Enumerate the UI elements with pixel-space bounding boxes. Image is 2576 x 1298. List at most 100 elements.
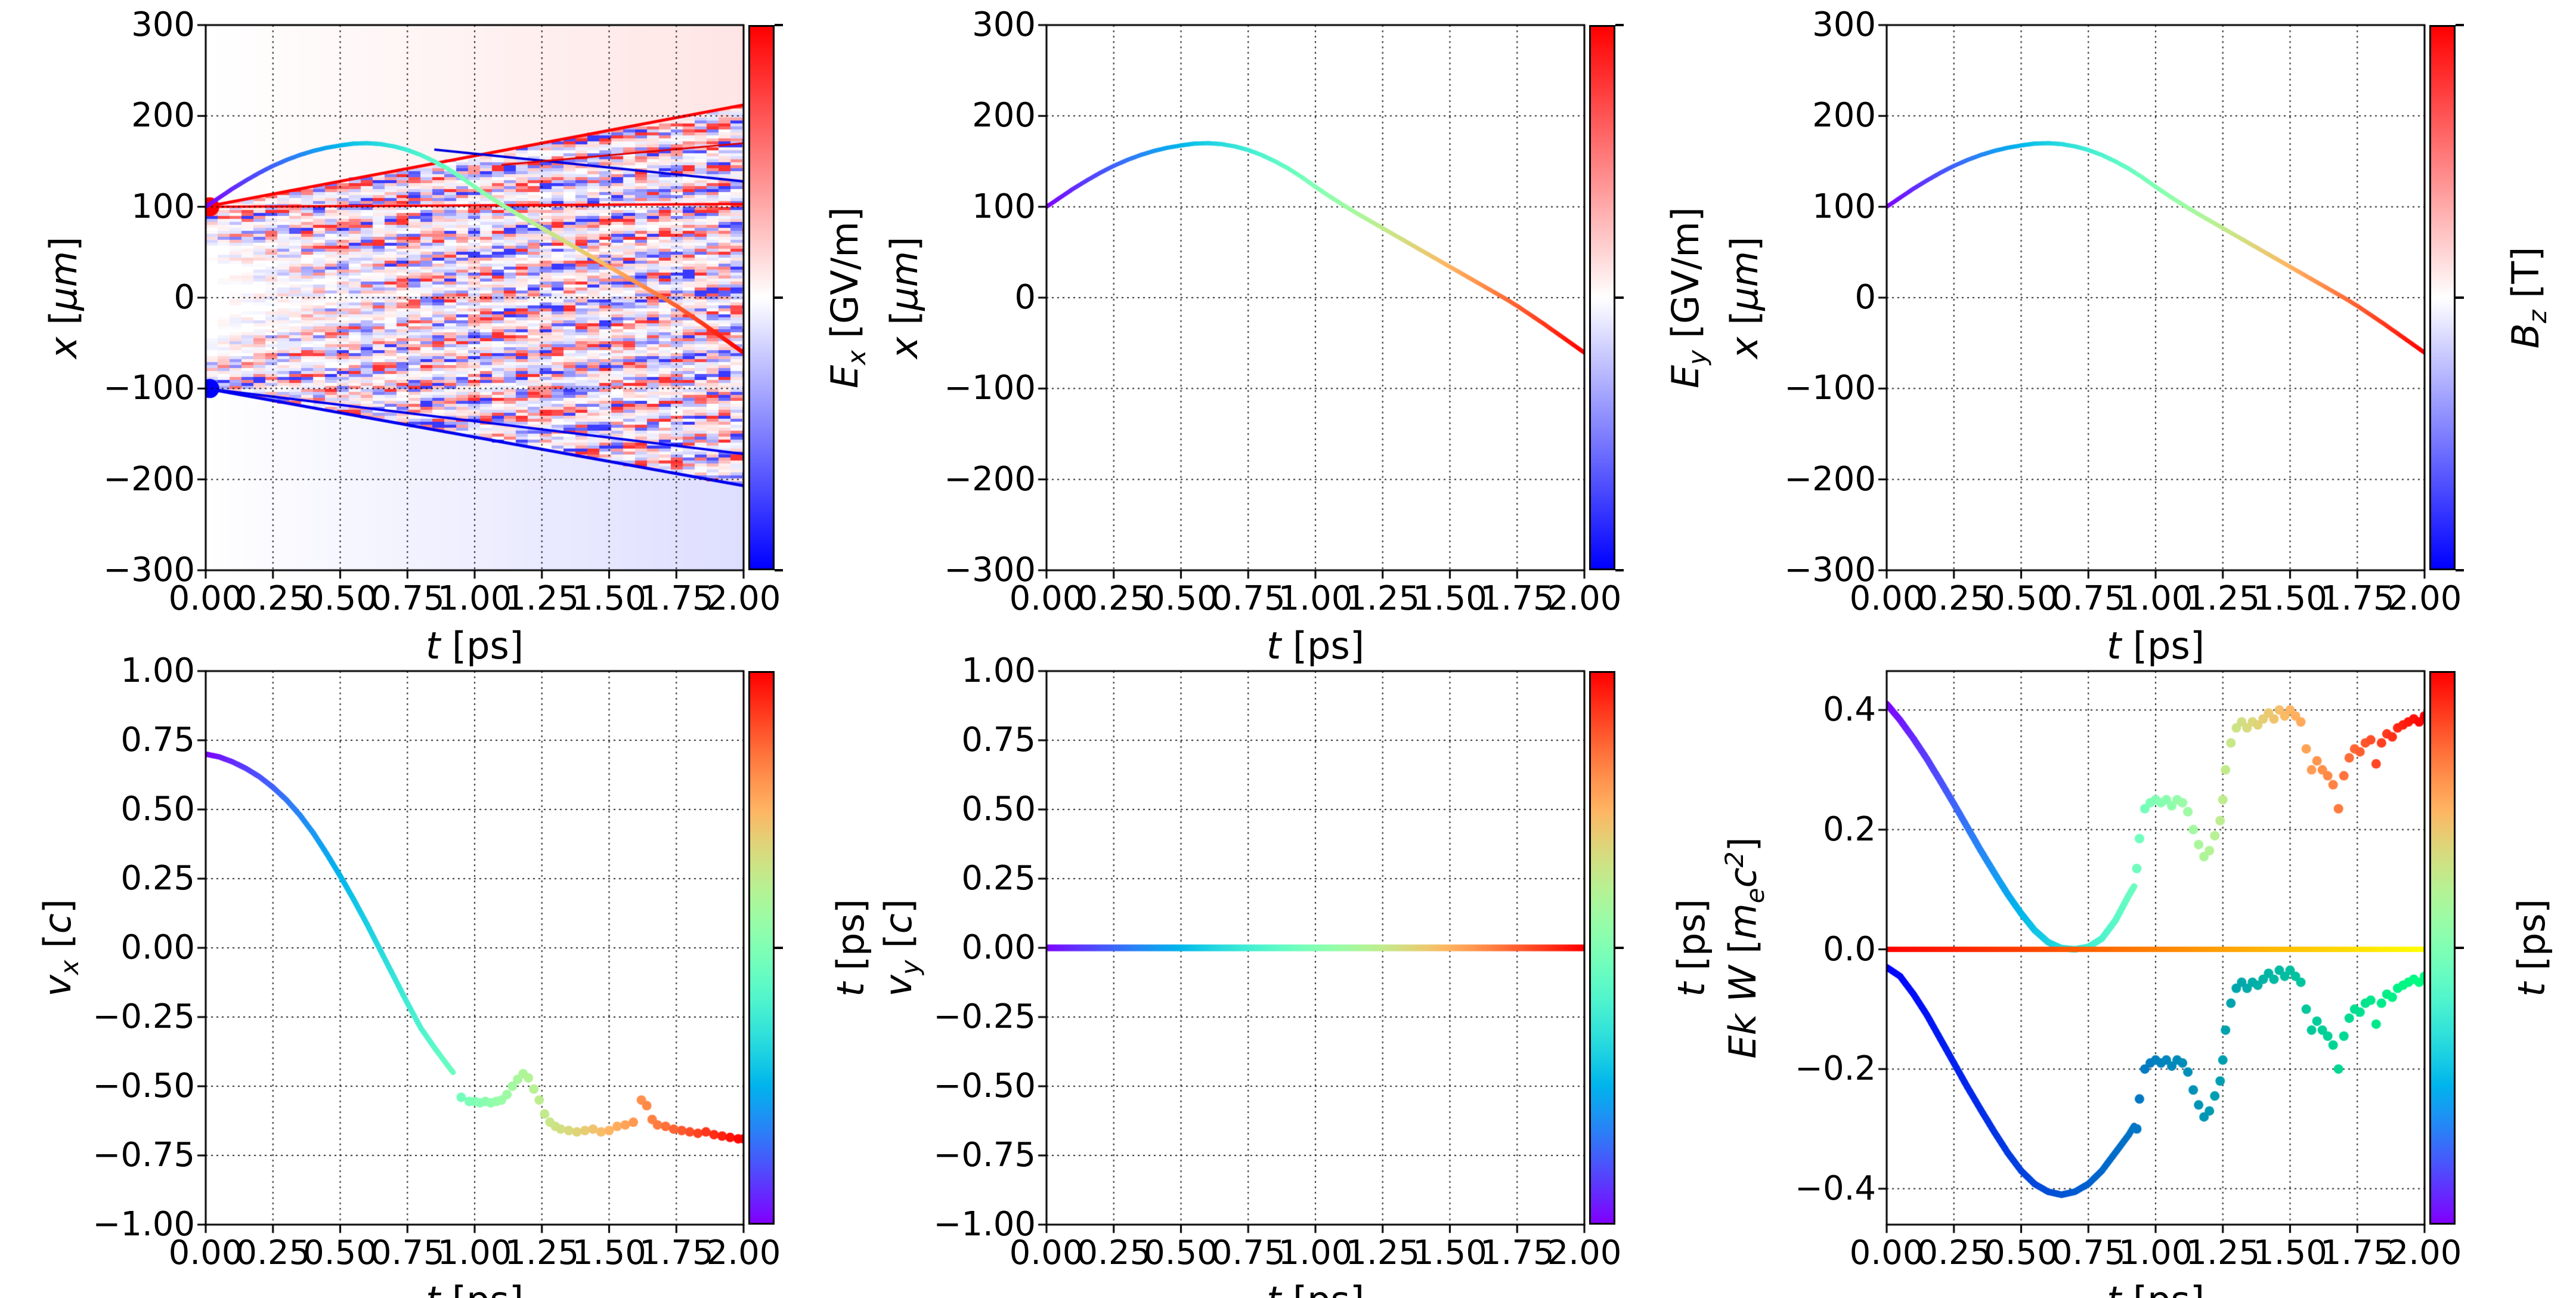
colorbar-tick	[775, 296, 783, 299]
y-tick-label: 200	[131, 96, 195, 135]
y-tick-label: 0.4	[1822, 690, 1876, 730]
x-tick-label: 0.75	[1210, 579, 1286, 618]
x-tick-label: 1.50	[1413, 579, 1487, 618]
y-tick-label: −300	[944, 551, 1036, 589]
y-tick-label: −200	[103, 459, 195, 499]
x-tick-label: 2.00	[2387, 1234, 2462, 1272]
colorbar-tick	[2456, 24, 2464, 26]
x-tick-label: 0.50	[1984, 579, 2058, 618]
x-tick-label: 0.25	[1916, 1234, 1992, 1272]
colorbar-x_t_Ey	[1589, 25, 1615, 570]
y-tick-label: −0.75	[92, 1136, 195, 1175]
x-tick-label: 0.25	[1916, 579, 1992, 618]
x-tick-label: 1.00	[1278, 579, 1353, 618]
plot-canvas-ek_w_t	[1870, 654, 2441, 1241]
y-axis-label: Ek W [mec2]	[1719, 837, 1770, 1059]
x-tick-label: 0.50	[303, 1234, 377, 1272]
y-tick-label: 0	[1014, 278, 1036, 317]
x-tick-label: 1.25	[2185, 1234, 2261, 1272]
y-tick-label: −0.25	[933, 997, 1036, 1036]
colorbar-vy_t	[1589, 671, 1615, 1225]
colorbar-label: Ey [GV/m]	[1663, 207, 1713, 388]
x-tick-label: 1.25	[504, 579, 580, 618]
x-axis-label: t [ps]	[426, 1280, 524, 1298]
y-tick-label: −200	[1784, 459, 1876, 499]
colorbar-ek_w_t	[2429, 671, 2456, 1225]
colorbar-tick	[775, 947, 783, 949]
x-tick-label: 1.50	[2253, 579, 2327, 618]
colorbar-tick	[1615, 569, 1624, 571]
y-tick-label: 0.75	[120, 721, 195, 759]
y-tick-label: 100	[1812, 187, 1876, 226]
x-tick-label: 1.00	[437, 1234, 512, 1272]
colorbar-x_t_Ex	[748, 25, 775, 570]
x-tick-label: 0.00	[168, 1234, 243, 1272]
y-tick-label: 0.25	[120, 859, 195, 898]
y-tick-label: 1.00	[120, 651, 195, 690]
y-tick-label: 0.50	[120, 790, 195, 829]
y-tick-label: 1.00	[961, 651, 1036, 690]
y-axis-label: x [μm]	[1723, 236, 1766, 359]
y-tick-label: −0.25	[92, 997, 195, 1036]
colorbar-tick	[775, 24, 783, 26]
x-tick-label: 1.00	[2118, 1234, 2193, 1272]
colorbar-label: t [ps]	[2510, 898, 2553, 997]
colorbar-label: Ex [GV/m]	[822, 207, 872, 388]
colorbar-vx_t	[748, 671, 775, 1225]
colorbar-tick	[2456, 947, 2464, 949]
x-tick-label: 1.50	[572, 579, 646, 618]
x-tick-label: 0.25	[236, 579, 311, 618]
x-tick-label: 0.75	[1210, 1234, 1286, 1272]
x-tick-label: 0.25	[1076, 579, 1151, 618]
x-tick-label: 0.00	[1849, 579, 1924, 618]
y-tick-label: −300	[1784, 551, 1876, 589]
x-tick-label: 0.00	[168, 579, 243, 618]
x-tick-label: 2.00	[1547, 1234, 1622, 1272]
x-tick-label: 2.00	[706, 1234, 781, 1272]
y-tick-label: 300	[131, 5, 195, 44]
x-tick-label: 0.50	[1984, 1234, 2058, 1272]
x-axis-label: t [ps]	[2107, 1280, 2205, 1298]
colorbar-tick	[775, 569, 783, 571]
colorbar-tick	[1615, 296, 1624, 299]
x-tick-label: 0.00	[1849, 1234, 1924, 1272]
y-axis-label: x [μm]	[883, 236, 926, 359]
colorbar-label: t [ps]	[829, 898, 872, 997]
x-tick-label: 0.25	[236, 1234, 311, 1272]
y-tick-label: 0.00	[961, 928, 1036, 967]
y-tick-label: −0.50	[933, 1067, 1036, 1105]
x-tick-label: 0.75	[2051, 579, 2126, 618]
y-tick-label: −1.00	[933, 1205, 1036, 1244]
colorbar-label: Bz [T]	[2503, 246, 2553, 349]
y-tick-label: −200	[944, 459, 1036, 499]
colorbar-label: t [ps]	[1670, 898, 1713, 997]
y-tick-label: 0	[174, 278, 195, 317]
y-tick-label: −0.50	[92, 1067, 195, 1105]
plot-canvas-x_t_Ey	[1030, 8, 1601, 587]
y-tick-label: 100	[972, 187, 1036, 226]
x-tick-label: 0.75	[370, 579, 445, 618]
y-tick-label: 300	[972, 5, 1036, 44]
x-tick-label: 1.00	[1278, 1234, 1353, 1272]
x-tick-label: 2.00	[2387, 579, 2462, 618]
x-tick-label: 0.00	[1009, 579, 1084, 618]
x-tick-label: 1.75	[1479, 579, 1555, 618]
colorbar-tick	[1615, 24, 1624, 26]
x-tick-label: 1.00	[2118, 579, 2193, 618]
y-tick-label: −0.75	[933, 1136, 1036, 1175]
colorbar-tick	[2456, 296, 2464, 299]
y-axis-label: vy [c]	[876, 899, 925, 997]
y-tick-label: −100	[103, 369, 195, 408]
x-tick-label: 0.75	[370, 1234, 445, 1272]
x-tick-label: 0.50	[303, 579, 377, 618]
x-tick-label: 0.25	[1076, 1234, 1151, 1272]
x-axis-label: t [ps]	[2106, 624, 2205, 667]
x-tick-label: 0.50	[1144, 1234, 1218, 1272]
